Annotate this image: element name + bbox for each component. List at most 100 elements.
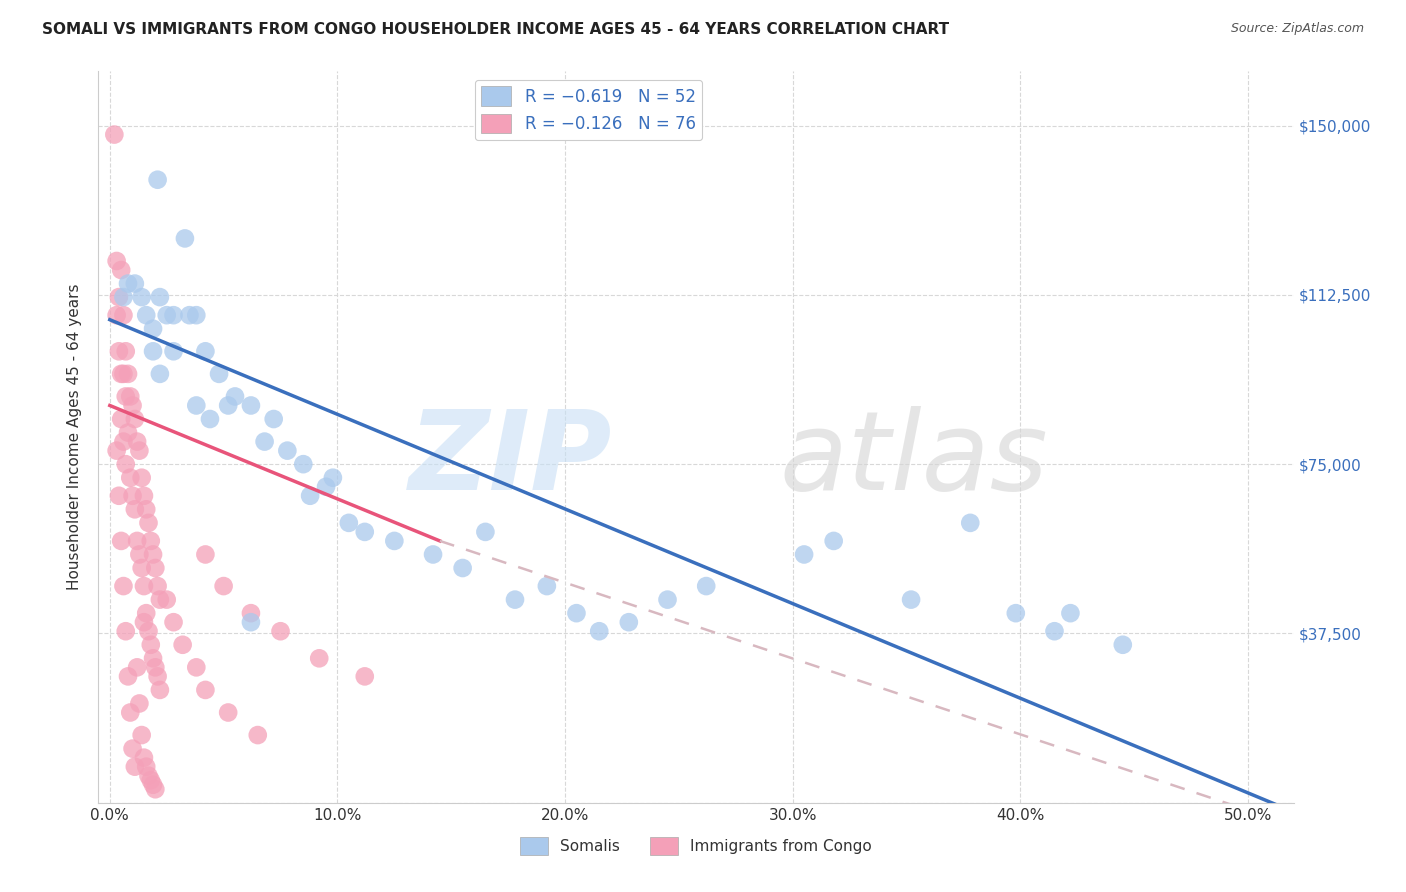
Point [239, 399, 262, 413]
Point [146, 669, 169, 683]
Point [246, 728, 269, 742]
Point [263, 412, 285, 426]
Point [121, 489, 143, 503]
Point [143, 782, 166, 797]
Point [224, 389, 246, 403]
Point [156, 592, 179, 607]
Point [353, 669, 375, 683]
Point [142, 651, 165, 665]
Point [117, 277, 139, 291]
Point [127, 533, 149, 548]
Point [143, 561, 166, 575]
Point [149, 290, 172, 304]
Point [142, 548, 165, 562]
Text: SOMALI VS IMMIGRANTS FROM CONGO HOUSEHOLDER INCOME AGES 45 - 64 YEARS CORRELATIO: SOMALI VS IMMIGRANTS FROM CONGO HOUSEHOL… [42, 22, 949, 37]
Point [132, 750, 155, 764]
Point [149, 367, 172, 381]
Point [474, 524, 496, 539]
Point [212, 579, 235, 593]
Point [138, 516, 160, 530]
Point [103, 128, 125, 142]
Point [132, 489, 155, 503]
Point [132, 579, 155, 593]
Point [156, 308, 179, 322]
Point [112, 290, 135, 304]
Point [108, 489, 131, 503]
Point [131, 471, 153, 485]
Point [105, 443, 128, 458]
Point [127, 660, 149, 674]
Point [117, 425, 139, 440]
Point [131, 561, 153, 575]
Point [162, 615, 184, 630]
Point [198, 412, 221, 426]
Point [353, 524, 375, 539]
Point [108, 344, 131, 359]
Point [112, 434, 135, 449]
Point [194, 682, 217, 697]
Point [138, 624, 160, 639]
Point [128, 443, 150, 458]
Point [142, 322, 165, 336]
Point [179, 308, 201, 322]
Point [657, 592, 679, 607]
Point [149, 682, 172, 697]
Point [139, 638, 162, 652]
Point [114, 389, 136, 403]
Point [120, 389, 142, 403]
Point [900, 592, 922, 607]
Point [135, 760, 157, 774]
Point [138, 769, 160, 783]
Point [422, 548, 444, 562]
Point [105, 254, 128, 268]
Point [186, 399, 208, 413]
Point [117, 367, 139, 381]
Point [208, 367, 231, 381]
Point [239, 615, 262, 630]
Point [131, 728, 153, 742]
Point [174, 231, 197, 245]
Point [142, 778, 165, 792]
Point [315, 480, 337, 494]
Point [143, 660, 166, 674]
Point [451, 561, 474, 575]
Point [186, 660, 208, 674]
Point [146, 579, 169, 593]
Y-axis label: Householder Income Ages 45 - 64 years: Householder Income Ages 45 - 64 years [67, 284, 83, 591]
Point [162, 344, 184, 359]
Point [536, 579, 558, 593]
Point [793, 548, 815, 562]
Point [503, 592, 526, 607]
Text: atlas: atlas [779, 406, 1049, 513]
Point [253, 434, 276, 449]
Point [120, 706, 142, 720]
Point [270, 624, 292, 639]
Point [124, 502, 146, 516]
Point [276, 443, 298, 458]
Point [162, 308, 184, 322]
Point [108, 290, 131, 304]
Point [132, 615, 155, 630]
Point [239, 606, 262, 620]
Point [217, 706, 239, 720]
Point [308, 651, 330, 665]
Point [617, 615, 640, 630]
Point [131, 290, 153, 304]
Point [135, 502, 157, 516]
Point [172, 638, 194, 652]
Point [110, 367, 132, 381]
Point [135, 308, 157, 322]
Point [382, 533, 405, 548]
Point [120, 471, 142, 485]
Point [959, 516, 981, 530]
Point [127, 434, 149, 449]
Point [1004, 606, 1026, 620]
Point [823, 533, 845, 548]
Point [1043, 624, 1066, 639]
Point [322, 471, 344, 485]
Point [588, 624, 610, 639]
Point [110, 533, 132, 548]
Point [114, 344, 136, 359]
Point [142, 344, 165, 359]
Point [124, 412, 146, 426]
